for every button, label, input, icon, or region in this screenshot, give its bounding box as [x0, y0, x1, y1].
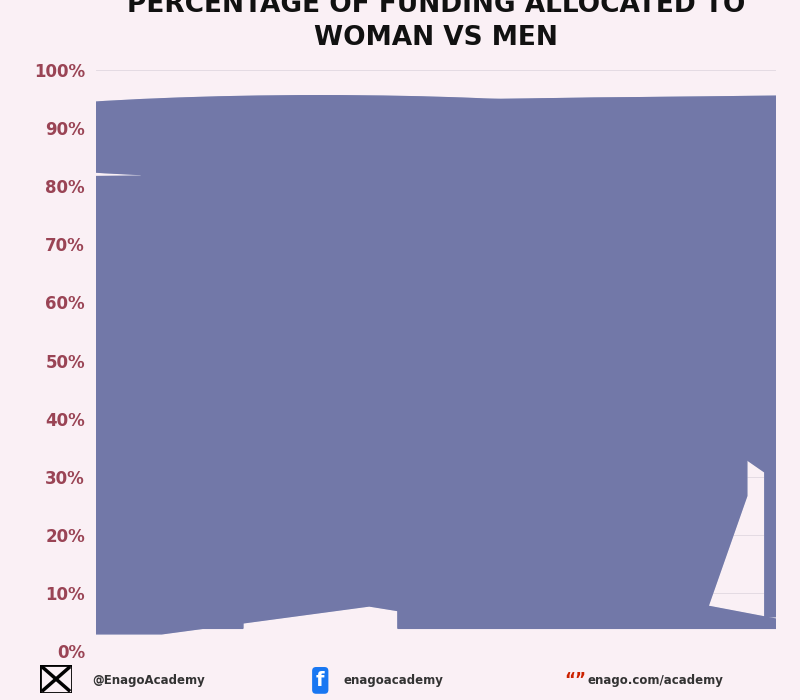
Polygon shape	[0, 174, 800, 634]
Polygon shape	[0, 174, 800, 634]
Text: “”: “”	[564, 671, 586, 690]
Polygon shape	[122, 96, 800, 193]
Ellipse shape	[253, 99, 800, 171]
Text: enagoacademy: enagoacademy	[344, 674, 444, 687]
Polygon shape	[122, 96, 800, 193]
Title: PERCENTAGE OF FUNDING ALLOCATED TO
WOMAN VS MEN: PERCENTAGE OF FUNDING ALLOCATED TO WOMAN…	[127, 0, 745, 51]
Polygon shape	[0, 181, 800, 629]
Polygon shape	[0, 181, 800, 629]
Ellipse shape	[253, 99, 800, 171]
Polygon shape	[122, 96, 800, 193]
Ellipse shape	[0, 96, 740, 178]
Ellipse shape	[0, 96, 740, 178]
Text: f: f	[316, 671, 325, 690]
Text: @EnagoAcademy: @EnagoAcademy	[92, 674, 205, 687]
Text: enago.com/academy: enago.com/academy	[588, 674, 724, 687]
